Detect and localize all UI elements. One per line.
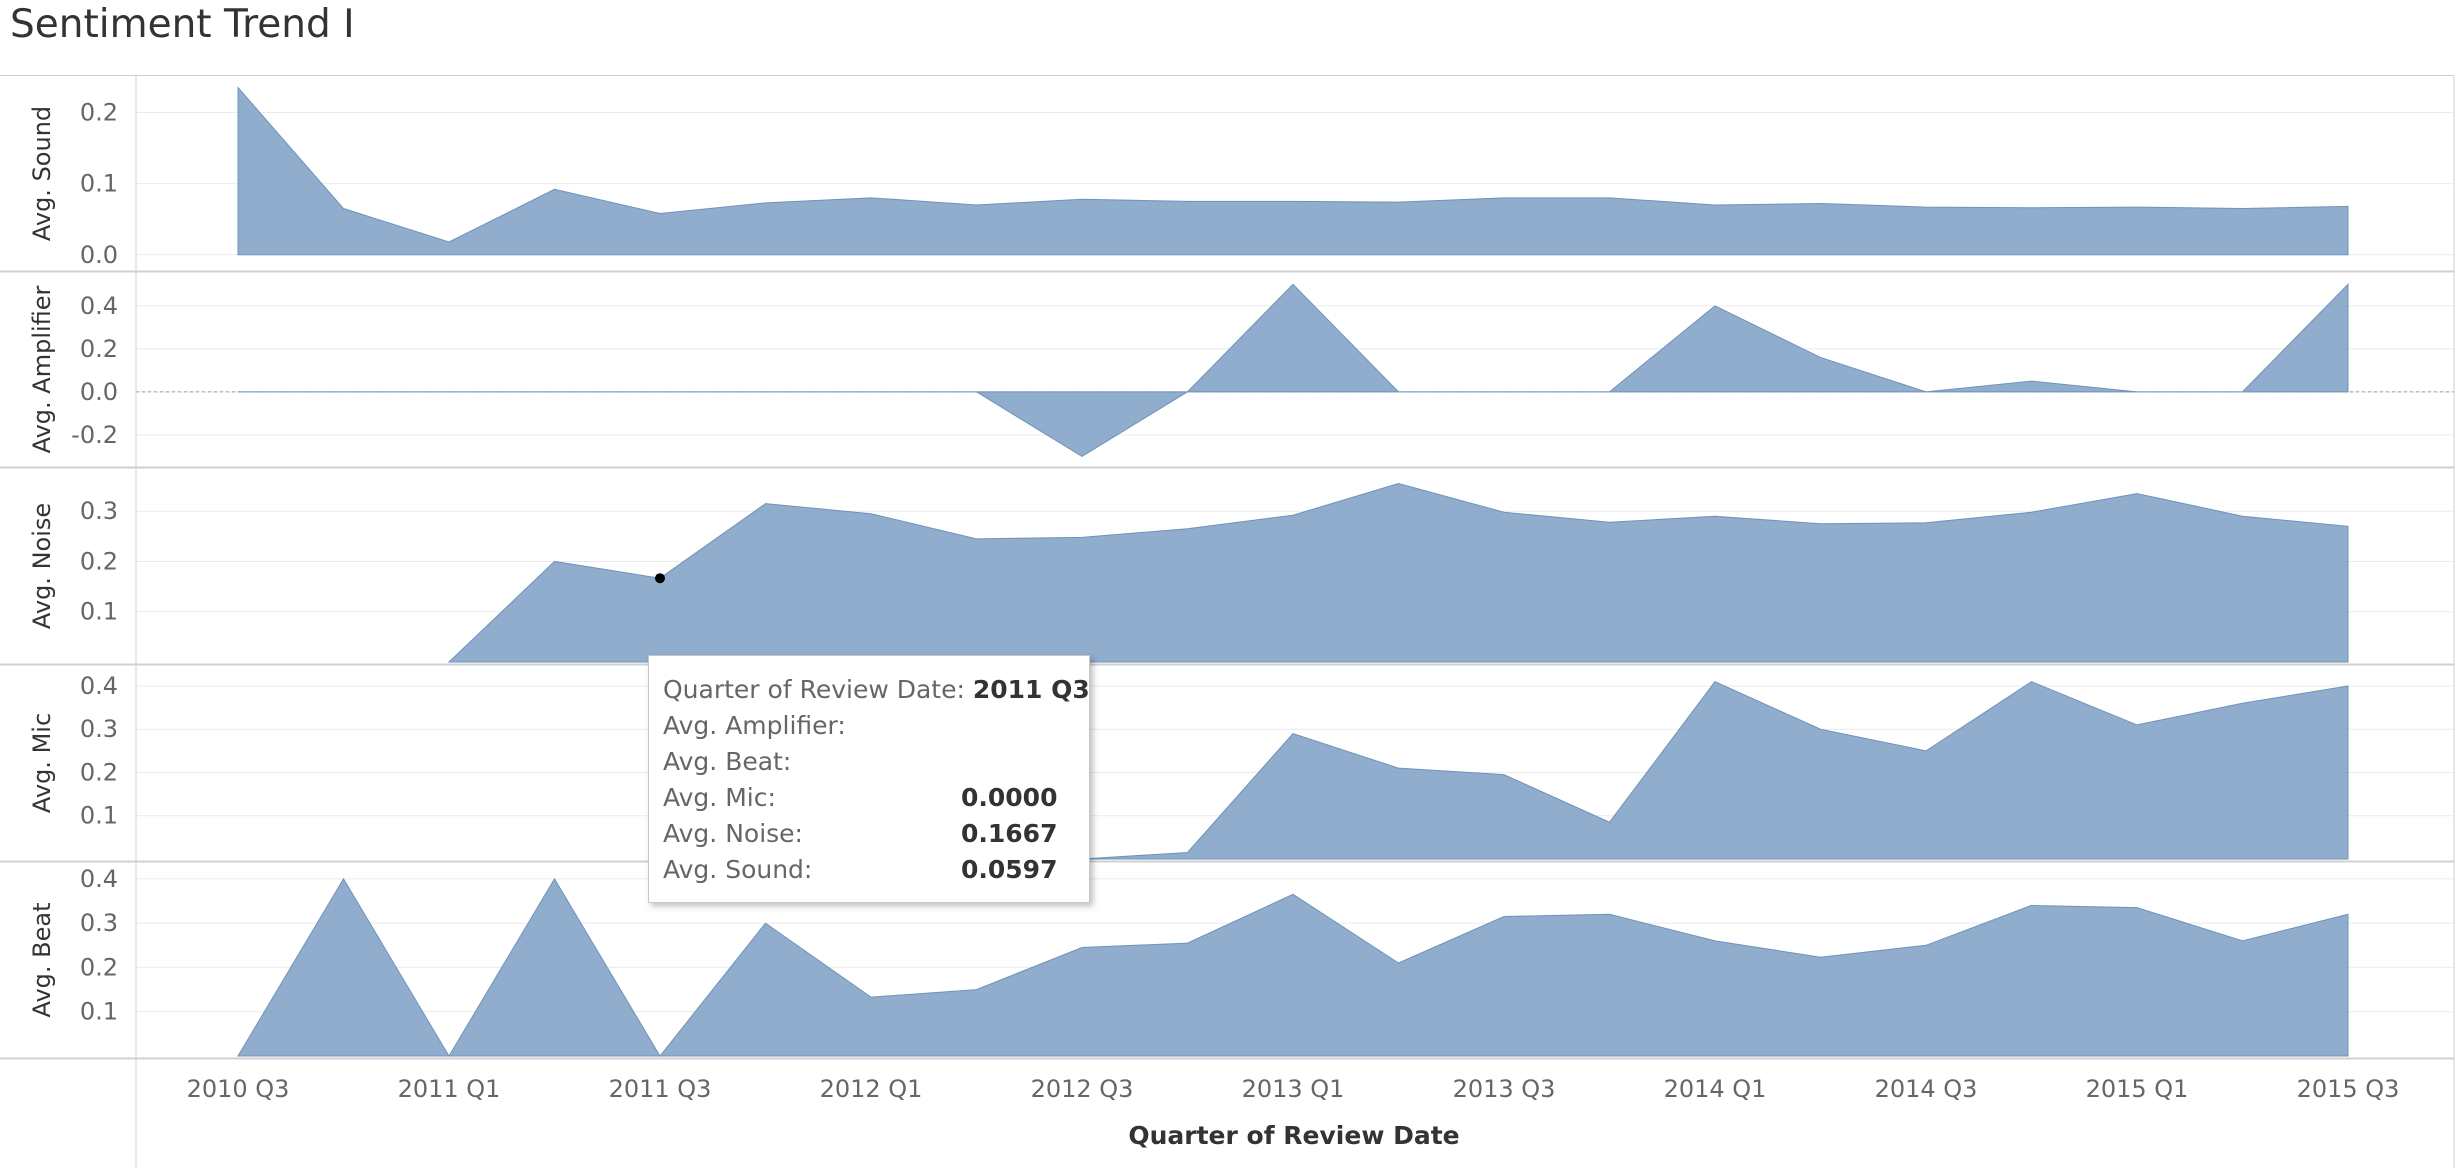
x-tick-label: 2010 Q3 <box>187 1075 290 1103</box>
area-avg-noise <box>447 483 2349 663</box>
x-tick-label: 2014 Q3 <box>1875 1075 1978 1103</box>
y-tick-label: 0.4 <box>80 672 118 700</box>
area-avg-amplifier <box>238 283 2349 457</box>
y-tick-label: 0.1 <box>80 598 118 626</box>
panel-label-avg-amplifier: Avg. Amplifier <box>28 285 56 453</box>
tooltip-value-sound: 0.0597 <box>961 855 1058 884</box>
tooltip-row-mic: Avg. Mic: <box>663 783 776 812</box>
y-tick-label: 0.4 <box>80 292 118 320</box>
y-tick-label: 0.4 <box>80 865 118 893</box>
x-tick-label: 2014 Q1 <box>1664 1075 1767 1103</box>
y-tick-label: 0.0 <box>80 378 118 406</box>
tooltip-row-quarter: Quarter of Review Date: 2011 Q3 <box>663 672 1090 708</box>
panel-label-avg-beat: Avg. Beat <box>28 902 56 1017</box>
y-tick-label: 0.2 <box>80 953 118 981</box>
y-tick-label: 0.2 <box>80 98 118 126</box>
panel-label-avg-sound: Avg. Sound <box>28 106 56 241</box>
y-tick-label: 0.3 <box>80 715 118 743</box>
area-avg-sound <box>237 86 2349 256</box>
tooltip-label: Quarter of Review Date: <box>663 675 965 704</box>
tooltip-row-beat: Avg. Beat: <box>663 747 792 776</box>
y-tick-label: 0.0 <box>80 241 118 269</box>
y-tick-label: 0.1 <box>80 998 118 1026</box>
highlight-point <box>655 573 665 584</box>
y-tick-label: 0.2 <box>80 335 118 363</box>
y-tick-label: -0.2 <box>71 421 118 449</box>
y-tick-label: 0.2 <box>80 758 118 786</box>
panel-label-avg-noise: Avg. Noise <box>28 503 56 629</box>
y-tick-label: 0.1 <box>80 170 118 198</box>
tooltip-value-noise: 0.1667 <box>961 819 1058 848</box>
x-tick-label: 2011 Q1 <box>398 1075 501 1103</box>
x-tick-label: 2015 Q3 <box>2297 1075 2400 1103</box>
tooltip-row-noise: Avg. Noise: <box>663 819 803 848</box>
y-tick-label: 0.3 <box>80 497 118 525</box>
tooltip-value: 2011 Q3 <box>972 675 1090 704</box>
y-tick-label: 0.2 <box>80 547 118 575</box>
tooltip-row-amplifier: Avg. Amplifier: <box>663 711 846 740</box>
x-tick-label: 2012 Q1 <box>820 1075 923 1103</box>
y-tick-label: 0.3 <box>80 909 118 937</box>
x-tick-label: 2013 Q1 <box>1242 1075 1345 1103</box>
x-tick-label: 2013 Q3 <box>1453 1075 1556 1103</box>
tooltip-row-sound: Avg. Sound: <box>663 855 813 884</box>
y-tick-label: 0.1 <box>80 802 118 830</box>
tooltip: Quarter of Review Date: 2011 Q3 Avg. Amp… <box>648 655 1090 903</box>
x-tick-label: 2015 Q1 <box>2086 1075 2189 1103</box>
x-axis-title: Quarter of Review Date <box>1128 1121 1459 1150</box>
x-tick-label: 2011 Q3 <box>609 1075 712 1103</box>
chart-title: Sentiment Trend I <box>10 2 355 47</box>
tooltip-value-mic: 0.0000 <box>961 783 1058 812</box>
x-tick-label: 2012 Q3 <box>1031 1075 1134 1103</box>
area-avg-beat <box>237 877 2349 1057</box>
panel-label-avg-mic: Avg. Mic <box>28 713 56 813</box>
